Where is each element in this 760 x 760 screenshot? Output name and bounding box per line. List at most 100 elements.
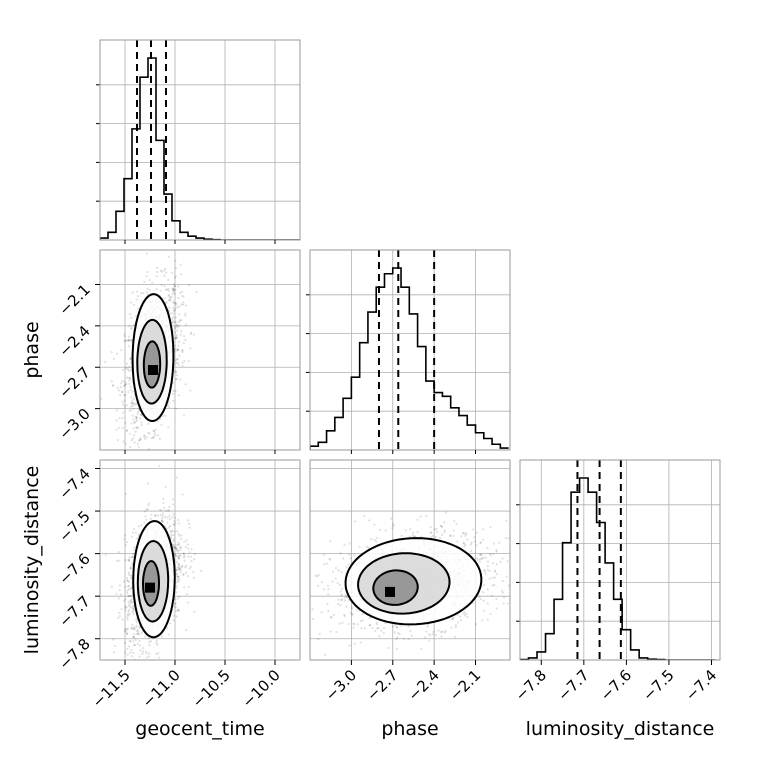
- sample-point: [136, 631, 140, 634]
- sample-point: [390, 517, 393, 520]
- sample-point: [141, 652, 144, 655]
- sample-point: [161, 512, 164, 515]
- sample-point: [141, 650, 145, 653]
- sample-point: [122, 580, 126, 583]
- sample-point: [135, 621, 139, 624]
- sample-point: [504, 536, 508, 540]
- panel-frame: [99, 249, 301, 451]
- sample-point: [395, 638, 398, 641]
- sample-point: [181, 350, 184, 354]
- sample-point: [503, 596, 506, 599]
- sample-point: [123, 405, 127, 408]
- sample-point: [127, 335, 131, 338]
- sample-point: [175, 549, 178, 552]
- sample-point: [154, 670, 156, 672]
- sample-point: [167, 509, 171, 512]
- sample-point: [173, 516, 176, 519]
- sample-point: [463, 614, 467, 617]
- sample-point: [124, 383, 127, 386]
- sample-point: [350, 607, 354, 610]
- sample-point: [162, 501, 165, 505]
- sample-point: [181, 349, 184, 352]
- sample-point: [353, 623, 356, 626]
- sample-point: [320, 580, 324, 584]
- sample-point: [376, 627, 379, 630]
- sample-point: [117, 550, 121, 554]
- sample-point: [167, 278, 170, 281]
- sample-point: [145, 450, 147, 452]
- contour-level-3: [132, 520, 176, 639]
- sample-point: [479, 553, 482, 556]
- sample-point: [127, 585, 130, 588]
- sample-point: [177, 541, 180, 544]
- sample-point: [125, 339, 129, 342]
- sample-point: [136, 642, 139, 646]
- sample-point: [193, 552, 196, 556]
- sample-point: [453, 519, 456, 523]
- sample-point: [125, 404, 129, 407]
- sample-point: [182, 552, 186, 556]
- sample-point: [181, 349, 184, 352]
- sample-point: [395, 647, 399, 650]
- sample-point: [126, 362, 129, 365]
- sample-point: [126, 368, 130, 371]
- sample-point: [172, 316, 175, 319]
- sample-point: [148, 432, 151, 435]
- sample-point: [169, 622, 172, 625]
- sample-point: [129, 567, 132, 570]
- sample-point: [126, 653, 129, 656]
- sample-point: [428, 633, 431, 636]
- sample-point: [185, 304, 188, 307]
- sample-point: [408, 535, 412, 538]
- sample-point: [127, 339, 130, 342]
- sample-point: [124, 544, 127, 547]
- sample-point: [160, 423, 163, 426]
- sample-point: [175, 378, 178, 381]
- sample-point: [164, 267, 167, 270]
- sample-point: [316, 575, 319, 578]
- sample-point: [177, 340, 181, 343]
- sample-point: [317, 584, 320, 587]
- sample-point: [145, 652, 148, 655]
- sample-point: [130, 339, 133, 342]
- sample-point: [343, 615, 346, 618]
- sample-point: [128, 379, 131, 382]
- sample-point: [440, 533, 444, 536]
- sample-point: [135, 290, 139, 293]
- sample-point: [131, 600, 134, 604]
- sample-point: [131, 414, 134, 417]
- sample-point: [126, 618, 129, 621]
- sample-point: [131, 535, 134, 538]
- sample-point: [128, 313, 132, 316]
- sample-point: [486, 602, 489, 605]
- sample-point: [189, 347, 192, 350]
- sample-point: [123, 333, 126, 336]
- sample-point: [178, 554, 181, 557]
- sample-point: [173, 554, 177, 557]
- sample-point: [177, 556, 180, 559]
- sample-point: [325, 562, 329, 565]
- sample-point: [482, 583, 485, 587]
- sample-point: [144, 650, 147, 653]
- sample-point: [128, 604, 131, 608]
- sample-point: [137, 628, 140, 632]
- sample-point: [134, 415, 138, 418]
- sample-point: [530, 552, 532, 554]
- sample-point: [481, 619, 484, 622]
- sample-point: [327, 609, 330, 613]
- sample-point: [149, 640, 152, 643]
- sample-point: [483, 569, 486, 572]
- sample-point: [195, 291, 198, 294]
- sample-point: [440, 524, 443, 528]
- sample-point: [172, 605, 175, 608]
- sample-point: [499, 560, 502, 563]
- x-tick-label: −7.7: [554, 666, 592, 704]
- sample-point: [177, 532, 180, 536]
- sample-point: [126, 579, 129, 583]
- sample-point: [128, 612, 131, 616]
- contour-level-1: [142, 340, 162, 389]
- sample-point: [506, 602, 509, 605]
- sample-point: [368, 617, 371, 620]
- sample-point: [127, 610, 130, 613]
- sample-point: [465, 612, 468, 615]
